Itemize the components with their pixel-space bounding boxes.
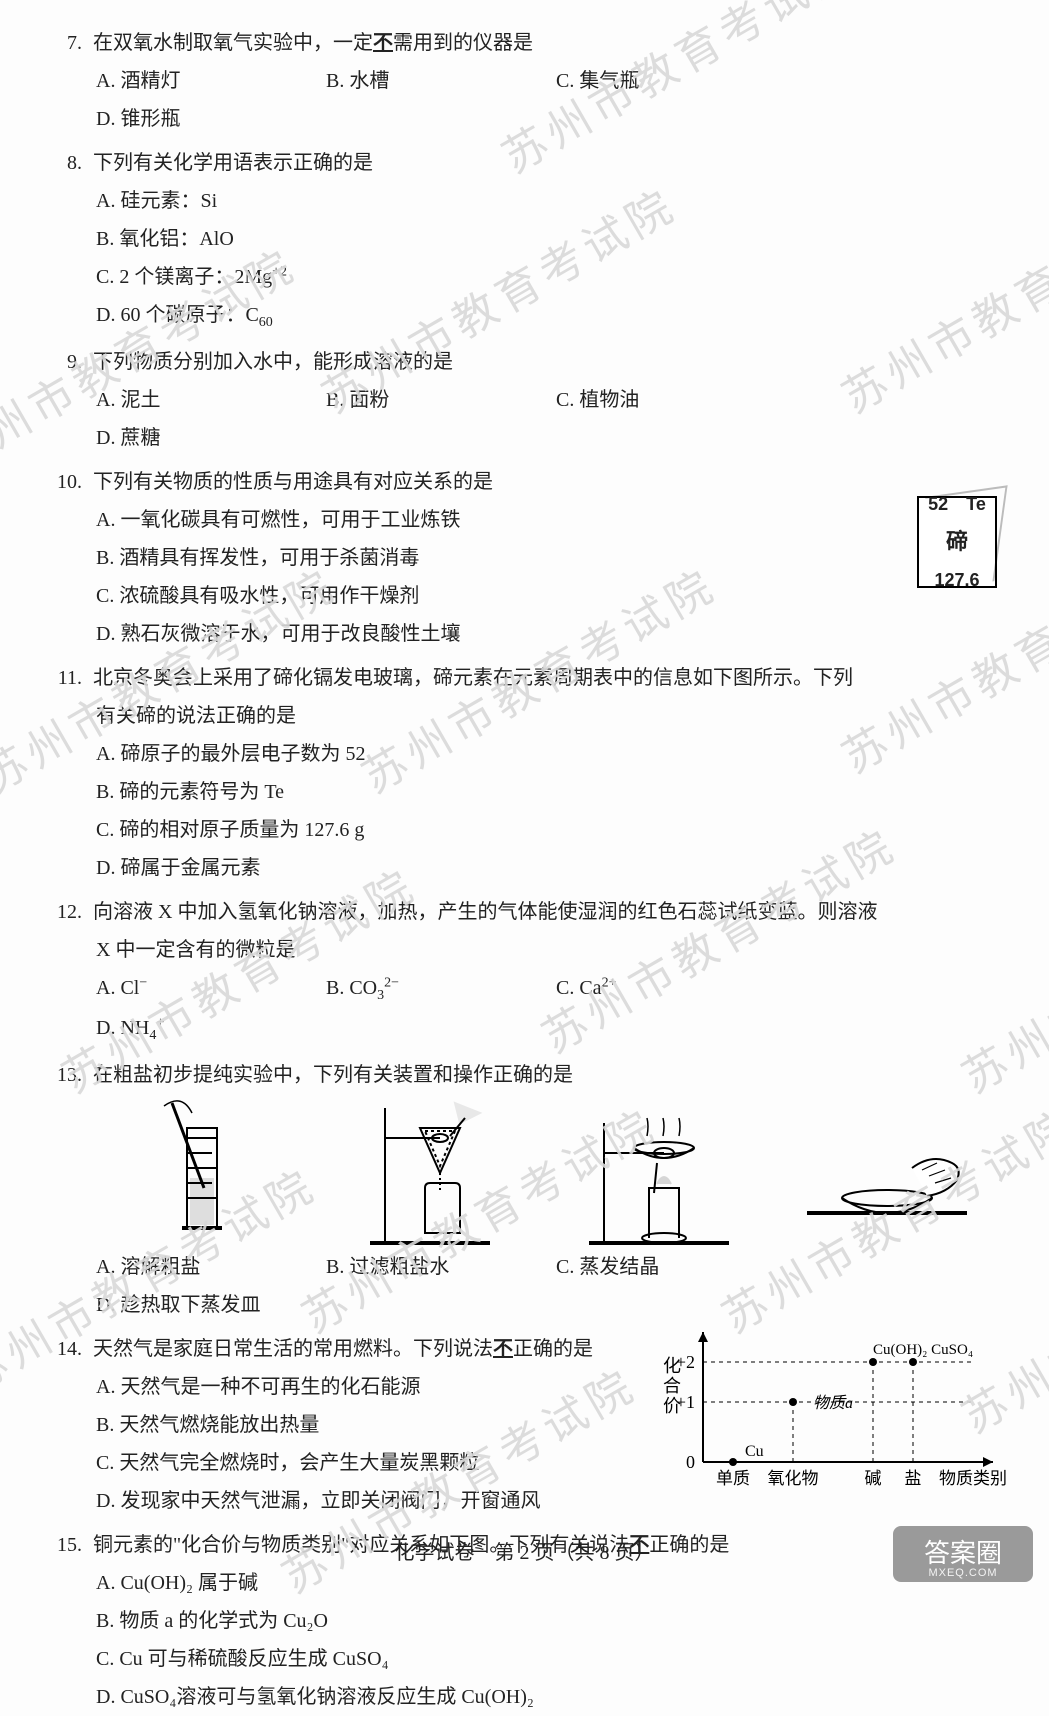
svg-text:氧化物: 氧化物	[768, 1469, 819, 1488]
svg-text:物质类别: 物质类别	[939, 1469, 1007, 1488]
q9-opt-d: D. 蔗糖	[96, 419, 326, 457]
question-8: 8. 下列有关化学用语表示正确的是 A. 硅元素：Si B. 氧化铝：AlO C…	[48, 144, 1001, 337]
q12-opt-a: A. Cl−	[96, 969, 326, 1010]
page-footer: 化学试卷 第 2 页（共 8 页）	[0, 1534, 1049, 1572]
q13-stem: 在粗盐初步提纯实验中，下列有关装置和操作正确的是	[93, 1064, 573, 1086]
q13-num: 13.	[48, 1056, 88, 1094]
q7-opt-b: B. 水槽	[326, 62, 556, 100]
question-7: 7. 在双氧水制取氧气实验中，一定不需用到的仪器是 A. 酒精灯 B. 水槽 C…	[48, 24, 1001, 138]
q15-opt-b: B. 物质 a 的化学式为 Cu₂O	[48, 1602, 1001, 1640]
svg-text:盐: 盐	[905, 1469, 922, 1488]
q8-stem: 下列有关化学用语表示正确的是	[93, 152, 373, 174]
q8-num: 8.	[48, 144, 88, 182]
question-9: 9. 下列物质分别加入水中，能形成溶液的是 A. 泥土 B. 面粉 C. 植物油…	[48, 343, 1001, 457]
element-box-te: 52 Te 碲 127.6	[917, 496, 997, 588]
q12-stem1: 向溶液 X 中加入氢氧化钠溶液，加热，产生的气体能使湿润的红色石蕊试纸变蓝。则溶…	[93, 901, 877, 923]
q7-opt-a: A. 酒精灯	[96, 62, 326, 100]
diagram-evaporate	[554, 1098, 764, 1248]
filter-stand-icon	[340, 1098, 520, 1248]
q10-opt-d: D. 熟石灰微溶于水，可用于改良酸性土壤	[48, 615, 1001, 653]
q14-num: 14.	[48, 1330, 88, 1368]
question-10: 10. 下列有关物质的性质与用途具有对应关系的是 A. 一氧化碳具有可燃性，可用…	[48, 463, 1001, 653]
q14-stem: 天然气是家庭日常生活的常用燃料。下列说法不正确的是	[93, 1338, 593, 1360]
q9-stem: 下列物质分别加入水中，能形成溶液的是	[93, 351, 453, 373]
q7-stem: 在双氧水制取氧气实验中，一定不需用到的仪器是	[93, 32, 533, 54]
q7-num: 7.	[48, 24, 88, 62]
q8-opt-c: C. 2 个镁离子：2Mg+2	[96, 258, 556, 296]
hand-dish-icon	[797, 1098, 977, 1248]
svg-text:0: 0	[686, 1452, 695, 1472]
evaporate-icon	[569, 1098, 749, 1248]
question-13: 13. 在粗盐初步提纯实验中，下列有关装置和操作正确的是	[48, 1056, 1001, 1324]
diagram-filter	[325, 1098, 535, 1248]
q12-opt-d: D. NH4+	[96, 1009, 326, 1050]
q7-opt-d: D. 锥形瓶	[96, 100, 326, 138]
q10-opt-b: B. 酒精具有挥发性，可用于杀菌消毒	[48, 539, 1001, 577]
q15-opt-c: C. Cu 可与稀硫酸反应生成 CuSO₄	[48, 1640, 1001, 1678]
q8-opt-d: D. 60 个碳原子：C60	[96, 296, 556, 337]
valence-category-chart: 化合价+2+10单质氧化物碱盐物质类别Cu物质aCu(OH)₂ CuSO₄	[649, 1312, 1009, 1492]
q13-opt-a: A. 溶解粗盐	[96, 1248, 326, 1286]
q11-num: 11.	[48, 659, 88, 697]
q12-num: 12.	[48, 893, 88, 931]
svg-text:Cu(OH)₂ CuSO₄: Cu(OH)₂ CuSO₄	[873, 1342, 973, 1358]
svg-text:单质: 单质	[716, 1469, 750, 1488]
q8-opt-b: B. 氧化铝：AlO	[96, 220, 556, 258]
q10-num: 10.	[48, 463, 88, 501]
svg-text:+1: +1	[676, 1392, 695, 1412]
q11-opt-b: B. 碲的元素符号为 Te	[96, 773, 556, 811]
cylinder-stir-icon	[142, 1098, 262, 1248]
q11-opt-d: D. 碲属于金属元素	[96, 849, 556, 887]
q9-opt-a: A. 泥土	[96, 381, 326, 419]
answer-badge: 答案圈 MXEQ.COM	[893, 1526, 1033, 1582]
diagram-hand-dish	[782, 1098, 992, 1248]
q8-opt-a: A. 硅元素：Si	[96, 182, 556, 220]
q9-opt-c: C. 植物油	[556, 381, 786, 419]
q10-opt-a: A. 一氧化碳具有可燃性，可用于工业炼铁	[48, 501, 1001, 539]
q7-opt-c: C. 集气瓶	[556, 62, 786, 100]
q13-opt-b: B. 过滤粗盐水	[326, 1248, 556, 1286]
q11-opt-a: A. 碲原子的最外层电子数为 52	[96, 735, 556, 773]
question-11: 11. 北京冬奥会上采用了碲化镉发电玻璃，碲元素在元素周期表中的信息如下图所示。…	[48, 659, 1001, 887]
q9-opt-b: B. 面粉	[326, 381, 556, 419]
q15-opt-d: D. CuSO₄溶液可与氢氧化钠溶液反应生成 Cu(OH)₂	[48, 1678, 1001, 1716]
q9-num: 9.	[48, 343, 88, 381]
q12-opt-c: C. Ca2+	[556, 969, 786, 1010]
q11-stem1: 北京冬奥会上采用了碲化镉发电玻璃，碲元素在元素周期表中的信息如下图所示。下列	[93, 667, 853, 689]
q12-stem2: X 中一定含有的微粒是	[48, 931, 1001, 969]
q12-opt-b: B. CO32−	[326, 969, 556, 1010]
q13-diagrams	[48, 1094, 1001, 1248]
question-12: 12. 向溶液 X 中加入氢氧化钠溶液，加热，产生的气体能使湿润的红色石蕊试纸变…	[48, 893, 1001, 1050]
q11-opt-c: C. 碲的相对原子质量为 127.6 g	[96, 811, 556, 849]
q10-opt-c: C. 浓硫酸具有吸水性，可用作干燥剂	[48, 577, 1001, 615]
diagram-dissolve	[97, 1098, 307, 1248]
svg-text:+2: +2	[676, 1352, 695, 1372]
svg-text:碱: 碱	[865, 1469, 882, 1488]
q11-stem2: 有关碲的说法正确的是	[48, 697, 1001, 735]
svg-text:物质a: 物质a	[813, 1394, 853, 1412]
q13-opt-d: D. 趁热取下蒸发皿	[96, 1286, 326, 1324]
svg-text:Cu: Cu	[745, 1443, 764, 1460]
q10-stem: 下列有关物质的性质与用途具有对应关系的是	[93, 471, 493, 493]
q13-opt-c: C. 蒸发结晶	[556, 1248, 786, 1286]
